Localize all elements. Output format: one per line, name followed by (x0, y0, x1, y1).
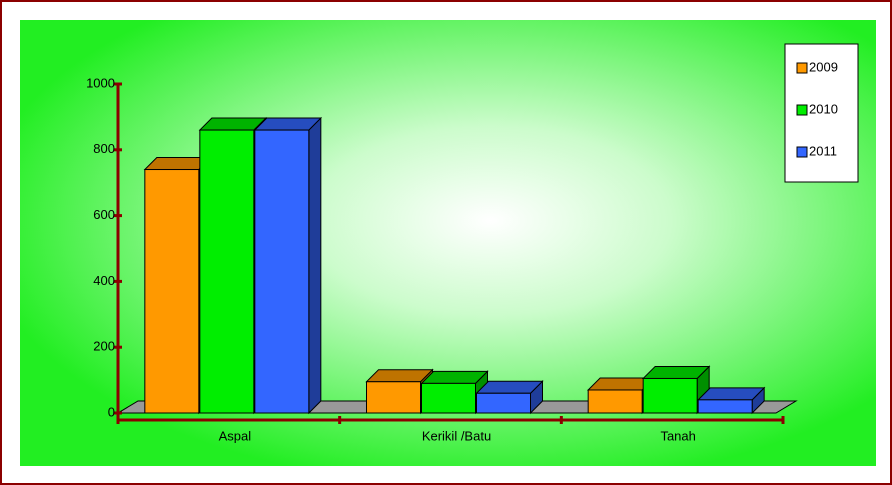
bar-top (475, 380, 544, 394)
bar (642, 377, 698, 414)
y-tick-label: 200 (93, 339, 115, 354)
bar (366, 381, 421, 414)
legend-label: 2009 (809, 59, 838, 74)
legend-swatch (796, 62, 808, 74)
bar-top (641, 365, 711, 379)
x-tick-label: Tanah (660, 428, 695, 443)
bar-top (696, 387, 766, 401)
bar-side (308, 116, 322, 415)
bar-top (253, 117, 323, 131)
x-tick-label: Kerikil /Batu (422, 428, 491, 443)
legend-swatch (796, 146, 808, 158)
y-tick-label: 400 (93, 273, 115, 288)
bar (421, 382, 476, 414)
bar-top (420, 370, 489, 384)
legend-swatch (796, 104, 808, 116)
bar (254, 129, 310, 414)
bar (587, 389, 643, 414)
legend-label: 2011 (809, 143, 837, 158)
bar (476, 392, 531, 414)
y-tick-label: 800 (93, 141, 115, 156)
x-tick-label: Aspal (219, 428, 252, 443)
y-tick-label: 600 (93, 207, 115, 222)
y-tick-label: 1000 (86, 75, 115, 90)
bar (199, 129, 255, 414)
bar (697, 399, 753, 414)
bar-top (365, 369, 434, 383)
legend-label: 2010 (809, 101, 838, 116)
y-tick-label: 0 (108, 404, 115, 419)
bar (144, 169, 200, 414)
